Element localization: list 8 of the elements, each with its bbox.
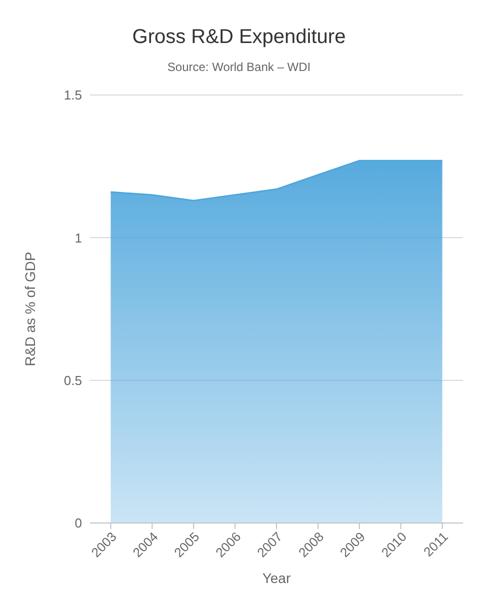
chart-title: Gross R&D Expenditure — [131, 26, 347, 49]
y-tick-label: 1 — [74, 230, 82, 246]
y-tick-label: 1.5 — [64, 88, 82, 103]
x-axis-title: Year — [262, 570, 291, 586]
y-tick-label: 0 — [74, 516, 82, 531]
chart-subtitle: Source: World Bank – WDI — [166, 60, 312, 74]
y-tick-label: 0.5 — [64, 372, 82, 388]
y-axis-title: R&D as % of GDP — [22, 252, 38, 366]
